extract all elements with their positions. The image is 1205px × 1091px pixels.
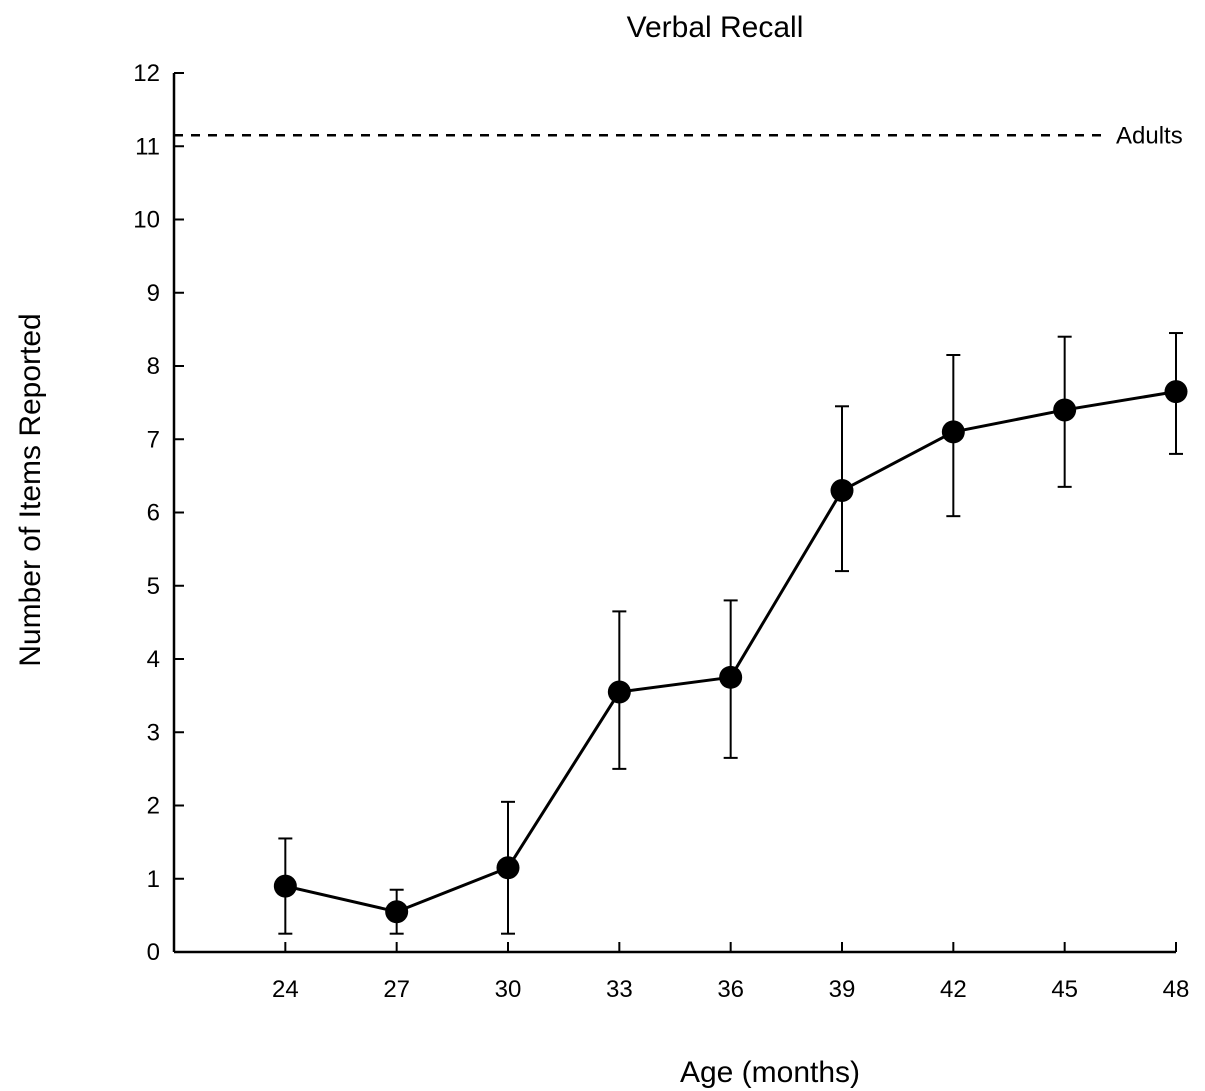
y-axis-label: Number of Items Reported [14,313,47,666]
data-point [496,856,520,880]
y-tick-label: 7 [147,426,160,453]
y-tick-label: 12 [133,60,160,87]
y-tick-label: 10 [133,207,160,234]
y-tick-label: 9 [147,280,160,307]
adults-reference-label: Adults [1116,122,1183,149]
y-tick-label: 4 [147,646,160,673]
y-tick-label: 11 [135,133,160,160]
x-tick-label: 48 [1163,976,1190,1003]
data-point [830,479,854,503]
y-tick-label: 8 [147,353,160,380]
data-point [719,665,743,689]
x-tick-label: 39 [829,976,856,1003]
data-point [1164,380,1188,404]
y-tick-label: 5 [147,573,160,600]
x-tick-label: 30 [495,976,522,1003]
y-tick-label: 3 [147,719,160,746]
x-tick-label: 33 [606,976,633,1003]
data-point [607,680,631,704]
y-tick-label: 2 [147,793,160,820]
x-tick-label: 42 [940,976,967,1003]
x-tick-label: 45 [1051,976,1078,1003]
reference-line-group: Adults [174,122,1183,149]
x-tick-label: 24 [272,976,299,1003]
y-tick-label: 0 [147,939,160,966]
data-point [941,420,965,444]
chart-title: Verbal Recall [627,11,804,44]
y-tick-label: 6 [147,500,160,527]
data-point [1053,398,1077,422]
data-point [385,900,409,924]
error-bars [278,332,1183,935]
x-tick-label: 36 [717,976,744,1003]
x-axis-label: Age (months) [680,1056,860,1089]
y-tick-label: 1 [147,866,160,893]
data-points [273,380,1188,924]
x-tick-label: 27 [383,976,410,1003]
data-point [273,874,297,898]
